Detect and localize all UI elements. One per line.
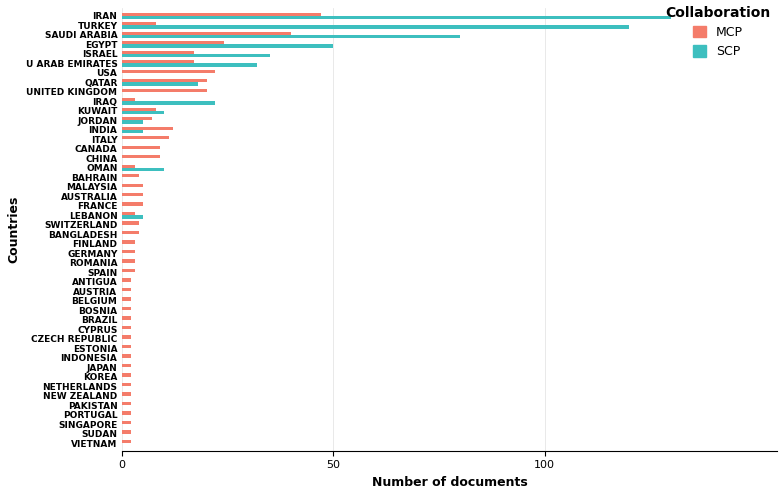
Bar: [122, 69, 215, 73]
Bar: [122, 22, 156, 25]
Bar: [122, 241, 135, 244]
Bar: [122, 117, 152, 121]
Bar: [122, 250, 135, 253]
Bar: [122, 402, 131, 405]
Bar: [122, 278, 131, 282]
Bar: [122, 335, 131, 339]
Bar: [122, 202, 143, 206]
Bar: [122, 12, 321, 16]
Bar: [122, 326, 131, 329]
Bar: [122, 101, 215, 105]
Bar: [122, 16, 671, 19]
Bar: [122, 193, 143, 196]
Bar: [122, 89, 207, 92]
Bar: [122, 316, 131, 320]
Bar: [122, 82, 198, 86]
Bar: [122, 373, 131, 377]
Bar: [122, 41, 223, 45]
Bar: [122, 63, 257, 67]
Bar: [122, 108, 156, 111]
Bar: [122, 307, 131, 310]
Bar: [122, 222, 139, 225]
Bar: [122, 212, 135, 215]
Bar: [122, 259, 135, 263]
Bar: [122, 111, 165, 114]
Bar: [122, 345, 131, 348]
Bar: [122, 440, 131, 443]
Bar: [122, 421, 131, 424]
Bar: [122, 215, 143, 219]
Bar: [122, 51, 194, 54]
Bar: [122, 269, 135, 272]
Bar: [122, 25, 630, 29]
Bar: [122, 32, 291, 35]
Bar: [122, 98, 135, 101]
Bar: [122, 288, 131, 291]
Bar: [122, 35, 460, 38]
Bar: [122, 79, 207, 82]
Bar: [122, 231, 139, 234]
Y-axis label: Countries: Countries: [7, 196, 20, 263]
Bar: [122, 383, 131, 386]
Bar: [122, 145, 160, 149]
Bar: [122, 411, 131, 415]
Bar: [122, 54, 270, 57]
Bar: [122, 184, 143, 187]
Bar: [122, 60, 194, 63]
Bar: [122, 355, 131, 358]
Bar: [122, 174, 139, 178]
Bar: [122, 431, 131, 434]
Bar: [122, 126, 173, 130]
Legend: MCP, SCP: MCP, SCP: [666, 6, 771, 58]
Bar: [122, 165, 135, 168]
X-axis label: Number of documents: Number of documents: [372, 476, 528, 489]
Bar: [122, 364, 131, 367]
Bar: [122, 45, 333, 48]
Bar: [122, 136, 169, 139]
Bar: [122, 392, 131, 396]
Bar: [122, 298, 131, 301]
Bar: [122, 121, 143, 124]
Bar: [122, 168, 165, 171]
Bar: [122, 130, 143, 133]
Bar: [122, 155, 160, 158]
